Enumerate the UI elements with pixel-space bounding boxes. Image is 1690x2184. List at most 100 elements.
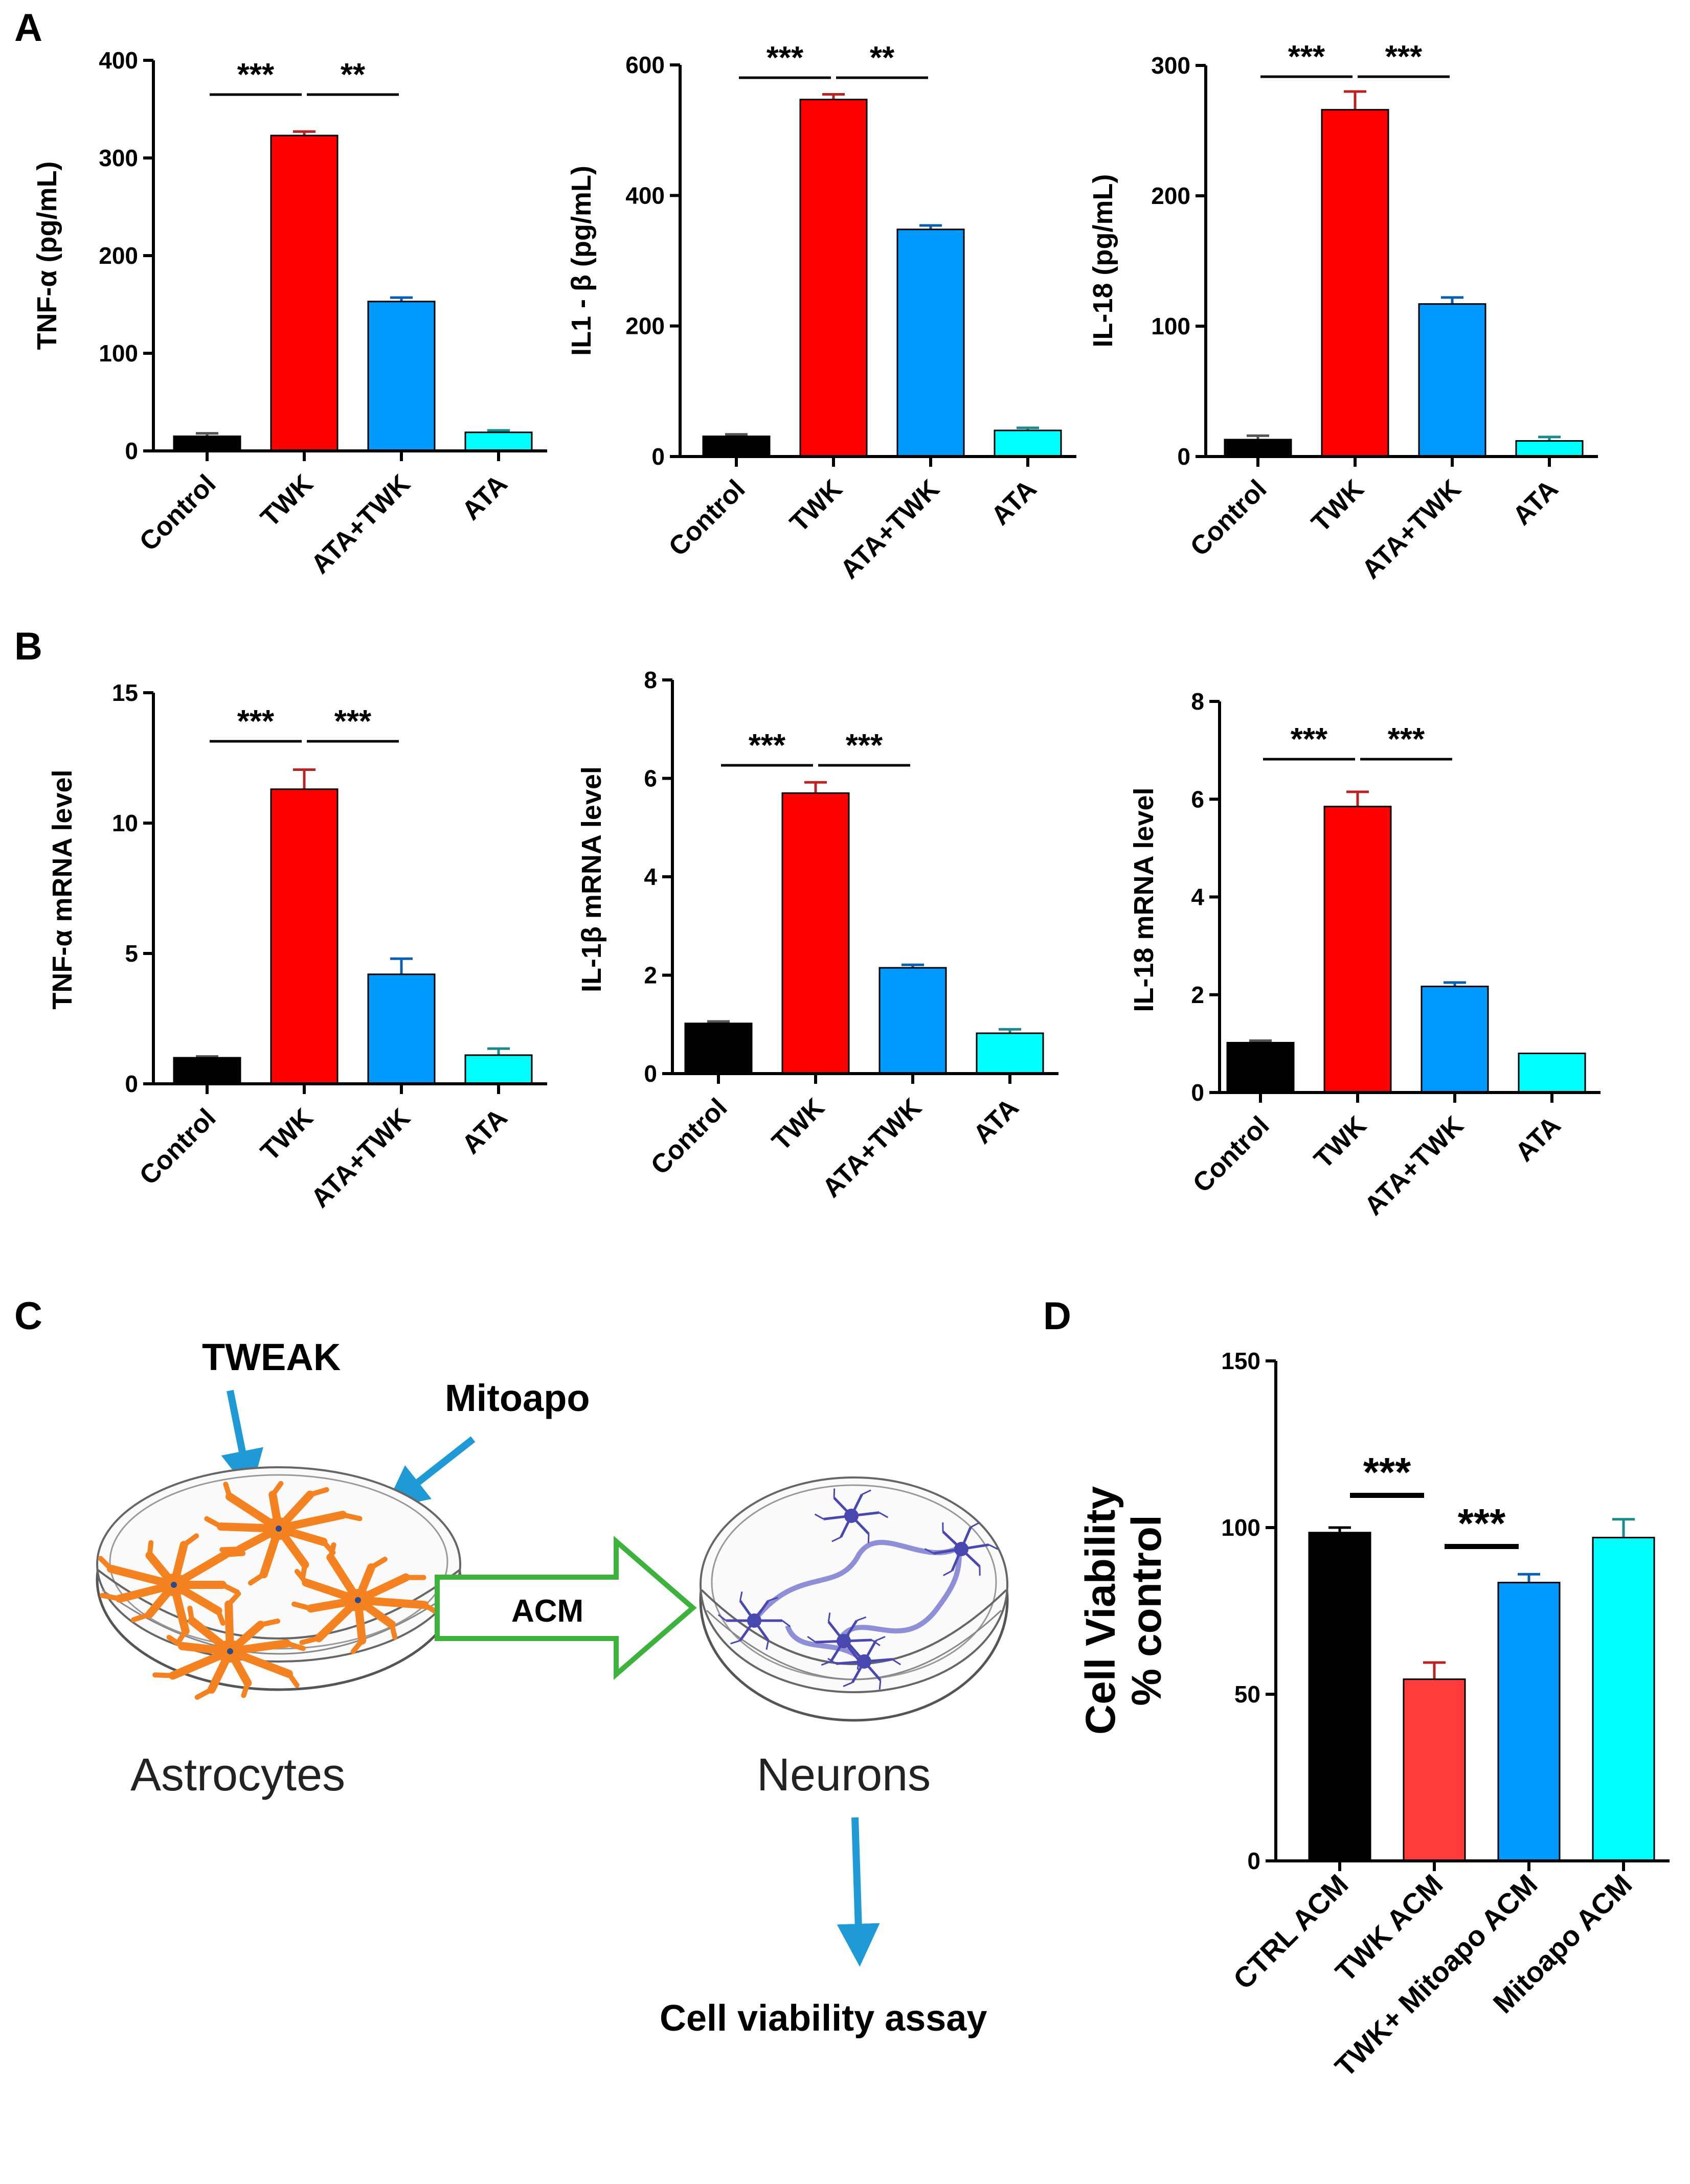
x-tick-label: Control (663, 474, 751, 562)
y-tick-label: 200 (99, 242, 138, 269)
y-tick-label: 0 (125, 1071, 138, 1097)
bar (684, 1022, 753, 1075)
x-tick-label: ATA+TWK (1356, 474, 1467, 585)
astrocyte-branch (130, 1611, 152, 1623)
dendrite-branch (924, 1548, 934, 1554)
astrocyte-branch (368, 1557, 388, 1571)
x-tick-label: Control (645, 1093, 733, 1180)
astrocyte-nucleus (171, 1582, 177, 1588)
dendrite-branch (739, 1591, 743, 1601)
x-tick-label: ATA (1507, 474, 1564, 531)
astrocyte (204, 1481, 363, 1586)
astrocyte-branch (215, 1608, 226, 1626)
x-tick-label: ATA+TWK (817, 1093, 928, 1203)
dendrite-branch (827, 1612, 831, 1622)
x-tick-label: ATA (967, 1093, 1024, 1149)
astrocyte-branch (223, 1482, 233, 1499)
neuron-soma (844, 1509, 859, 1523)
y-tick-label: 200 (1151, 183, 1190, 209)
dendrite-branch (821, 1660, 831, 1666)
astrocyte-nucleus (355, 1597, 361, 1603)
significance-label: *** (767, 40, 804, 76)
astrocyte-branch (258, 1618, 280, 1628)
y-tick-label: 0 (125, 438, 138, 464)
bar (1403, 1678, 1466, 1862)
x-tick-label: Control (1187, 1110, 1275, 1198)
bar (878, 967, 947, 1075)
y-tick-label: 100 (99, 340, 138, 367)
bar (976, 1032, 1044, 1075)
dendrite-branch (717, 1614, 727, 1622)
astrocyte-branch (226, 1591, 241, 1607)
dendrite-branch (970, 1521, 980, 1528)
significance-label: *** (1288, 39, 1325, 75)
dendrite-branch (878, 1512, 889, 1518)
astrocyte-branch (98, 1556, 114, 1572)
astrocyte-branch (291, 1601, 313, 1611)
astrocyte-branch (166, 1634, 185, 1649)
significance-label: *** (846, 728, 883, 763)
axon (836, 1549, 962, 1643)
significance-label: ** (341, 57, 366, 93)
bar (1592, 1537, 1655, 1862)
x-tick-label: ATA+TWK (835, 474, 945, 585)
x-tick-label: TWK (784, 474, 848, 538)
bar (1226, 1041, 1295, 1094)
astrocyte-nucleus (227, 1648, 233, 1654)
bar (270, 134, 339, 452)
astrocyte-branch (175, 1628, 188, 1646)
astrocyte-nucleus (276, 1526, 282, 1532)
y-tick-label: 4 (1191, 884, 1204, 911)
astrocyte-branch (99, 1592, 122, 1602)
y-tick-label: 2 (1191, 982, 1204, 1008)
astrocyte-branch (194, 1687, 214, 1700)
astrocyte-branch (204, 1516, 224, 1529)
bar (799, 99, 868, 458)
x-tick-label: ATA (456, 1103, 513, 1159)
y-tick-label: 15 (112, 679, 138, 706)
y-tick-label: 300 (99, 145, 138, 171)
neuron (827, 1633, 901, 1690)
x-tick-label: ATA+TWK (305, 1103, 416, 1214)
y-axis-label: TNF-α (pg/mL) (32, 161, 62, 350)
y-tick-label: 100 (1221, 1514, 1260, 1541)
x-tick-label: ATA+TWK (1359, 1110, 1470, 1221)
y-tick-label: 300 (1151, 52, 1190, 79)
x-tick-label: ATA (1509, 1110, 1566, 1167)
astrocyte-branch (284, 1641, 306, 1651)
dendrite-branch (861, 1489, 871, 1495)
bar (896, 229, 965, 458)
y-tick-label: 8 (644, 667, 657, 693)
assay-label: Cell viability assay (660, 1998, 987, 2039)
astrocyte-branch (299, 1635, 322, 1645)
y-axis-label: TNF-α mRNA level (47, 769, 78, 1009)
dendrite-branch (765, 1640, 769, 1650)
astrocyte-branch (307, 1487, 329, 1497)
significance-label: *** (1363, 1449, 1411, 1495)
x-tick-label: CTRL ACM (1227, 1868, 1354, 1995)
astrocyte (152, 1591, 306, 1700)
neuron (814, 1488, 889, 1543)
y-tick-label: 0 (1247, 1848, 1260, 1874)
y-tick-label: 50 (1234, 1681, 1260, 1708)
bar (464, 1054, 533, 1085)
dendrite-branch (943, 1570, 953, 1577)
bar (1421, 985, 1489, 1094)
significance-label: *** (1385, 39, 1423, 75)
astrocyte-branch (241, 1680, 251, 1698)
bar (1518, 1053, 1586, 1094)
y-tick-label: 5 (125, 940, 138, 967)
neuron-cells (717, 1488, 999, 1690)
tweak-label: TWEAK (202, 1336, 341, 1378)
astrocyte-branch (222, 1551, 246, 1558)
y-tick-label: 600 (625, 52, 665, 78)
y-tick-label: 8 (1191, 688, 1204, 715)
dendrite-branch (730, 1640, 740, 1645)
bar (1321, 109, 1389, 458)
y-axis-label: IL-18 (pg/mL) (1088, 174, 1118, 348)
bar (367, 973, 436, 1085)
dendrite-branch (867, 1534, 870, 1543)
x-tick-label: TWK (255, 1103, 319, 1167)
significance-label: *** (334, 704, 372, 739)
